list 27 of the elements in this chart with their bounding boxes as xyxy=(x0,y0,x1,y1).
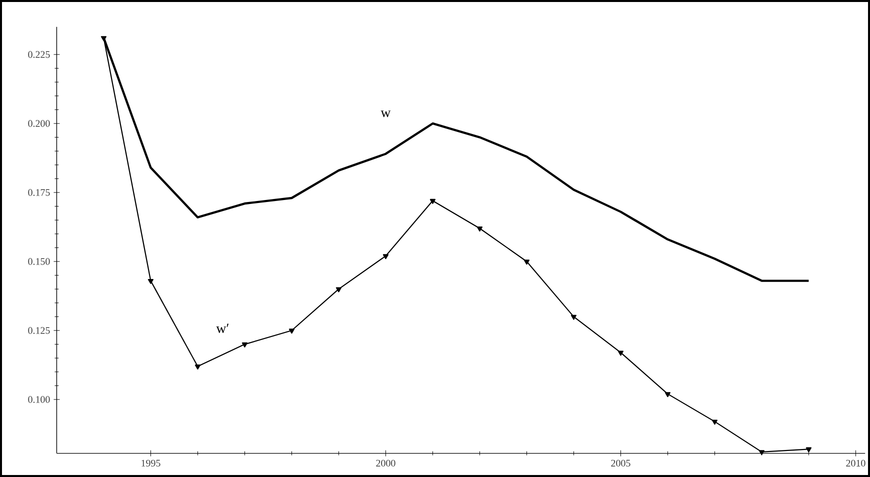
point xyxy=(758,450,765,456)
y-tick-label: 0.150 xyxy=(28,258,50,265)
point xyxy=(806,447,812,452)
point xyxy=(288,328,295,334)
point xyxy=(242,342,248,348)
point xyxy=(664,392,671,398)
y-tick-label: 0.175 xyxy=(28,189,50,196)
y-tick-label: 0.100 xyxy=(28,396,50,403)
point xyxy=(148,278,154,284)
x-tick-label: 2005 xyxy=(611,460,630,467)
x-tick-label: 2000 xyxy=(376,460,396,467)
text: w xyxy=(380,110,391,118)
point xyxy=(618,350,624,356)
point xyxy=(524,260,530,265)
y-tick-label: 0.225 xyxy=(28,51,50,58)
point xyxy=(382,254,389,260)
y-tick-label: 0.200 xyxy=(28,120,50,127)
point xyxy=(430,198,436,204)
point xyxy=(476,226,483,232)
x-tick-label: 2010 xyxy=(846,460,866,467)
y-tick-label: 0.125 xyxy=(28,327,50,334)
point xyxy=(712,420,718,425)
series-label: w′ xyxy=(216,324,229,333)
point xyxy=(194,364,201,370)
point xyxy=(570,314,577,320)
x-tick-label: 1995 xyxy=(142,460,160,467)
point xyxy=(336,287,342,292)
